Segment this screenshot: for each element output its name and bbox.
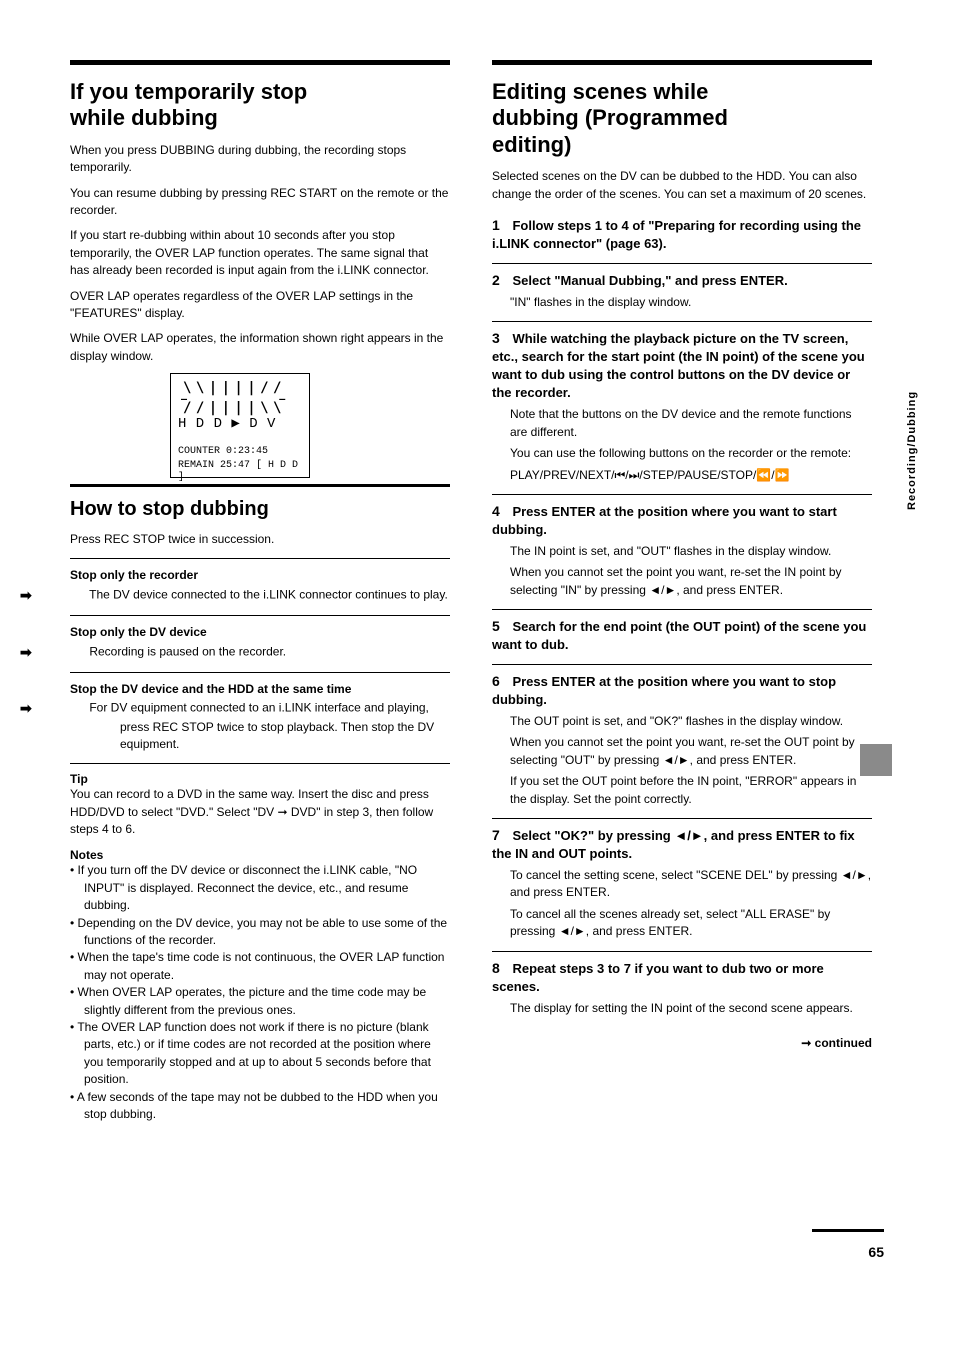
divider (492, 609, 872, 610)
paragraph: If you start re-dubbing within about 10 … (70, 227, 450, 279)
page-number: 65 (868, 1244, 884, 1260)
step-sub: The IN point is set, and "OUT" flashes i… (492, 543, 872, 560)
list-term: Stop only the recorder (70, 567, 450, 584)
step-2: 2 Select "Manual Dubbing," and press ENT… (492, 272, 872, 311)
step-sub: "IN" flashes in the display window. (492, 294, 872, 311)
step-sub: PLAY/PREV/NEXT/⏮/⏭/STEP/PAUSE/STOP/⏪/⏩ (492, 467, 872, 484)
list-text: The DV device connected to the i.LINK co… (89, 587, 448, 601)
step-number: 3 (492, 330, 508, 346)
paragraph: You can resume dubbing by pressing REC S… (70, 185, 450, 220)
arrow-icon: ➡ (70, 698, 86, 718)
paragraph: When you press DUBBING during dubbing, t… (70, 142, 450, 177)
continued-link: ➞ continued (492, 1035, 872, 1052)
divider (492, 494, 872, 495)
divider (492, 263, 872, 264)
note-item: • The OVER LAP function does not work if… (70, 1019, 450, 1089)
list-term: Stop only the DV device (70, 624, 450, 641)
divider (492, 818, 872, 819)
step-number: 8 (492, 960, 508, 976)
section-rule (70, 60, 450, 65)
subheading: How to stop dubbing (70, 497, 450, 521)
step-text: Press ENTER at the position where you wa… (492, 674, 836, 707)
paragraph: While OVER LAP operates, the information… (70, 330, 450, 365)
step-sub: The OUT point is set, and "OK?" flashes … (492, 713, 872, 730)
step-text: Select "Manual Dubbing," and press ENTER… (512, 273, 787, 288)
divider (70, 763, 450, 764)
step-sub: When you cannot set the point you want, … (492, 734, 872, 769)
right-column: Editing scenes while dubbing (Programmed… (492, 60, 872, 1123)
step-7: 7 Select "OK?" by pressing ◄/►, and pres… (492, 827, 872, 941)
note-item: • When the tape's time code is not conti… (70, 949, 450, 984)
divider (70, 615, 450, 616)
note-item: • A few seconds of the tape may not be d… (70, 1089, 450, 1124)
step-sub: If you set the OUT point before the IN p… (492, 773, 872, 808)
note-item: • If you turn off the DV device or disco… (70, 862, 450, 914)
list-term: Stop the DV device and the HDD at the sa… (70, 681, 450, 698)
lcd-counter: COUNTER 0:23:45 (178, 446, 268, 458)
left-heading: If you temporarily stop while dubbing (70, 79, 450, 132)
heading-line: If you temporarily stop (70, 79, 307, 104)
tip-heading: Tip (70, 772, 450, 786)
divider (70, 672, 450, 673)
list-desc: ➡ The DV device connected to the i.LINK … (70, 585, 450, 605)
divider (70, 558, 450, 559)
list-text: Recording is paused on the recorder. (89, 644, 286, 658)
side-caption: Recording/Dubbing (906, 300, 922, 600)
step-sub: You can use the following buttons on the… (492, 445, 872, 462)
heading-line: while dubbing (70, 105, 218, 130)
section-rule (492, 60, 872, 65)
lcd-display: \ \ | | | | / / — — / / | | | | \ \ H D … (170, 373, 310, 478)
step-number: 2 (492, 272, 508, 288)
list-desc: ➡ Recording is paused on the recorder. (70, 642, 450, 662)
divider (492, 321, 872, 322)
note-item: • When OVER LAP operates, the picture an… (70, 984, 450, 1019)
step-text: Select "OK?" by pressing ◄/►, and press … (492, 828, 855, 861)
step-3: 3 While watching the playback picture on… (492, 330, 872, 484)
step-text: Press ENTER at the position where you wa… (492, 504, 837, 537)
step-sub: When you cannot set the point you want, … (492, 564, 872, 599)
tip-body: You can record to a DVD in the same way.… (70, 786, 450, 838)
step-number: 5 (492, 618, 508, 634)
step-number: 7 (492, 827, 508, 843)
step-sub: The display for setting the IN point of … (492, 1000, 872, 1017)
right-heading: Editing scenes while dubbing (Programmed… (492, 79, 872, 158)
list-text: For DV equipment connected to an i.LINK … (89, 701, 434, 751)
divider (492, 664, 872, 665)
step-text: Follow steps 1 to 4 of "Preparing for re… (492, 218, 861, 251)
step-number: 1 (492, 217, 508, 233)
notes-heading: Notes (70, 848, 450, 862)
footer-rule (812, 1229, 884, 1232)
lcd-remain: REMAIN 25:47 [ H D D ] (178, 460, 309, 484)
step-number: 6 (492, 673, 508, 689)
heading-line: editing) (492, 132, 571, 157)
heading-line: dubbing (Programmed (492, 105, 728, 130)
heading-line: Editing scenes while (492, 79, 708, 104)
arrow-icon: ➡ (70, 585, 86, 605)
paragraph: Press REC STOP twice in succession. (70, 531, 450, 548)
side-thumb-tab (860, 744, 892, 776)
step-sub: To cancel the setting scene, select "SCE… (492, 867, 872, 902)
step-8: 8 Repeat steps 3 to 7 if you want to dub… (492, 960, 872, 1017)
arrow-icon: ➡ (70, 642, 86, 662)
step-number: 4 (492, 503, 508, 519)
step-sub: To cancel all the scenes already set, se… (492, 906, 872, 941)
step-text: While watching the playback picture on t… (492, 331, 865, 400)
paragraph: OVER LAP operates regardless of the OVER… (70, 288, 450, 323)
step-4: 4 Press ENTER at the position where you … (492, 503, 872, 599)
section-rule (70, 484, 450, 487)
step-text: Search for the end point (the OUT point)… (492, 619, 866, 652)
step-6: 6 Press ENTER at the position where you … (492, 673, 872, 808)
list-desc: ➡ For DV equipment connected to an i.LIN… (70, 698, 450, 753)
step-1: 1 Follow steps 1 to 4 of "Preparing for … (492, 217, 872, 253)
left-column: If you temporarily stop while dubbing Wh… (70, 60, 450, 1123)
note-item: • Depending on the DV device, you may no… (70, 915, 450, 950)
paragraph: Selected scenes on the DV can be dubbed … (492, 168, 872, 203)
step-text: Repeat steps 3 to 7 if you want to dub t… (492, 961, 824, 994)
step-sub: Note that the buttons on the DV device a… (492, 406, 872, 441)
divider (492, 951, 872, 952)
step-5: 5 Search for the end point (the OUT poin… (492, 618, 872, 654)
lcd-line: H D D ▶ D V (178, 416, 276, 433)
